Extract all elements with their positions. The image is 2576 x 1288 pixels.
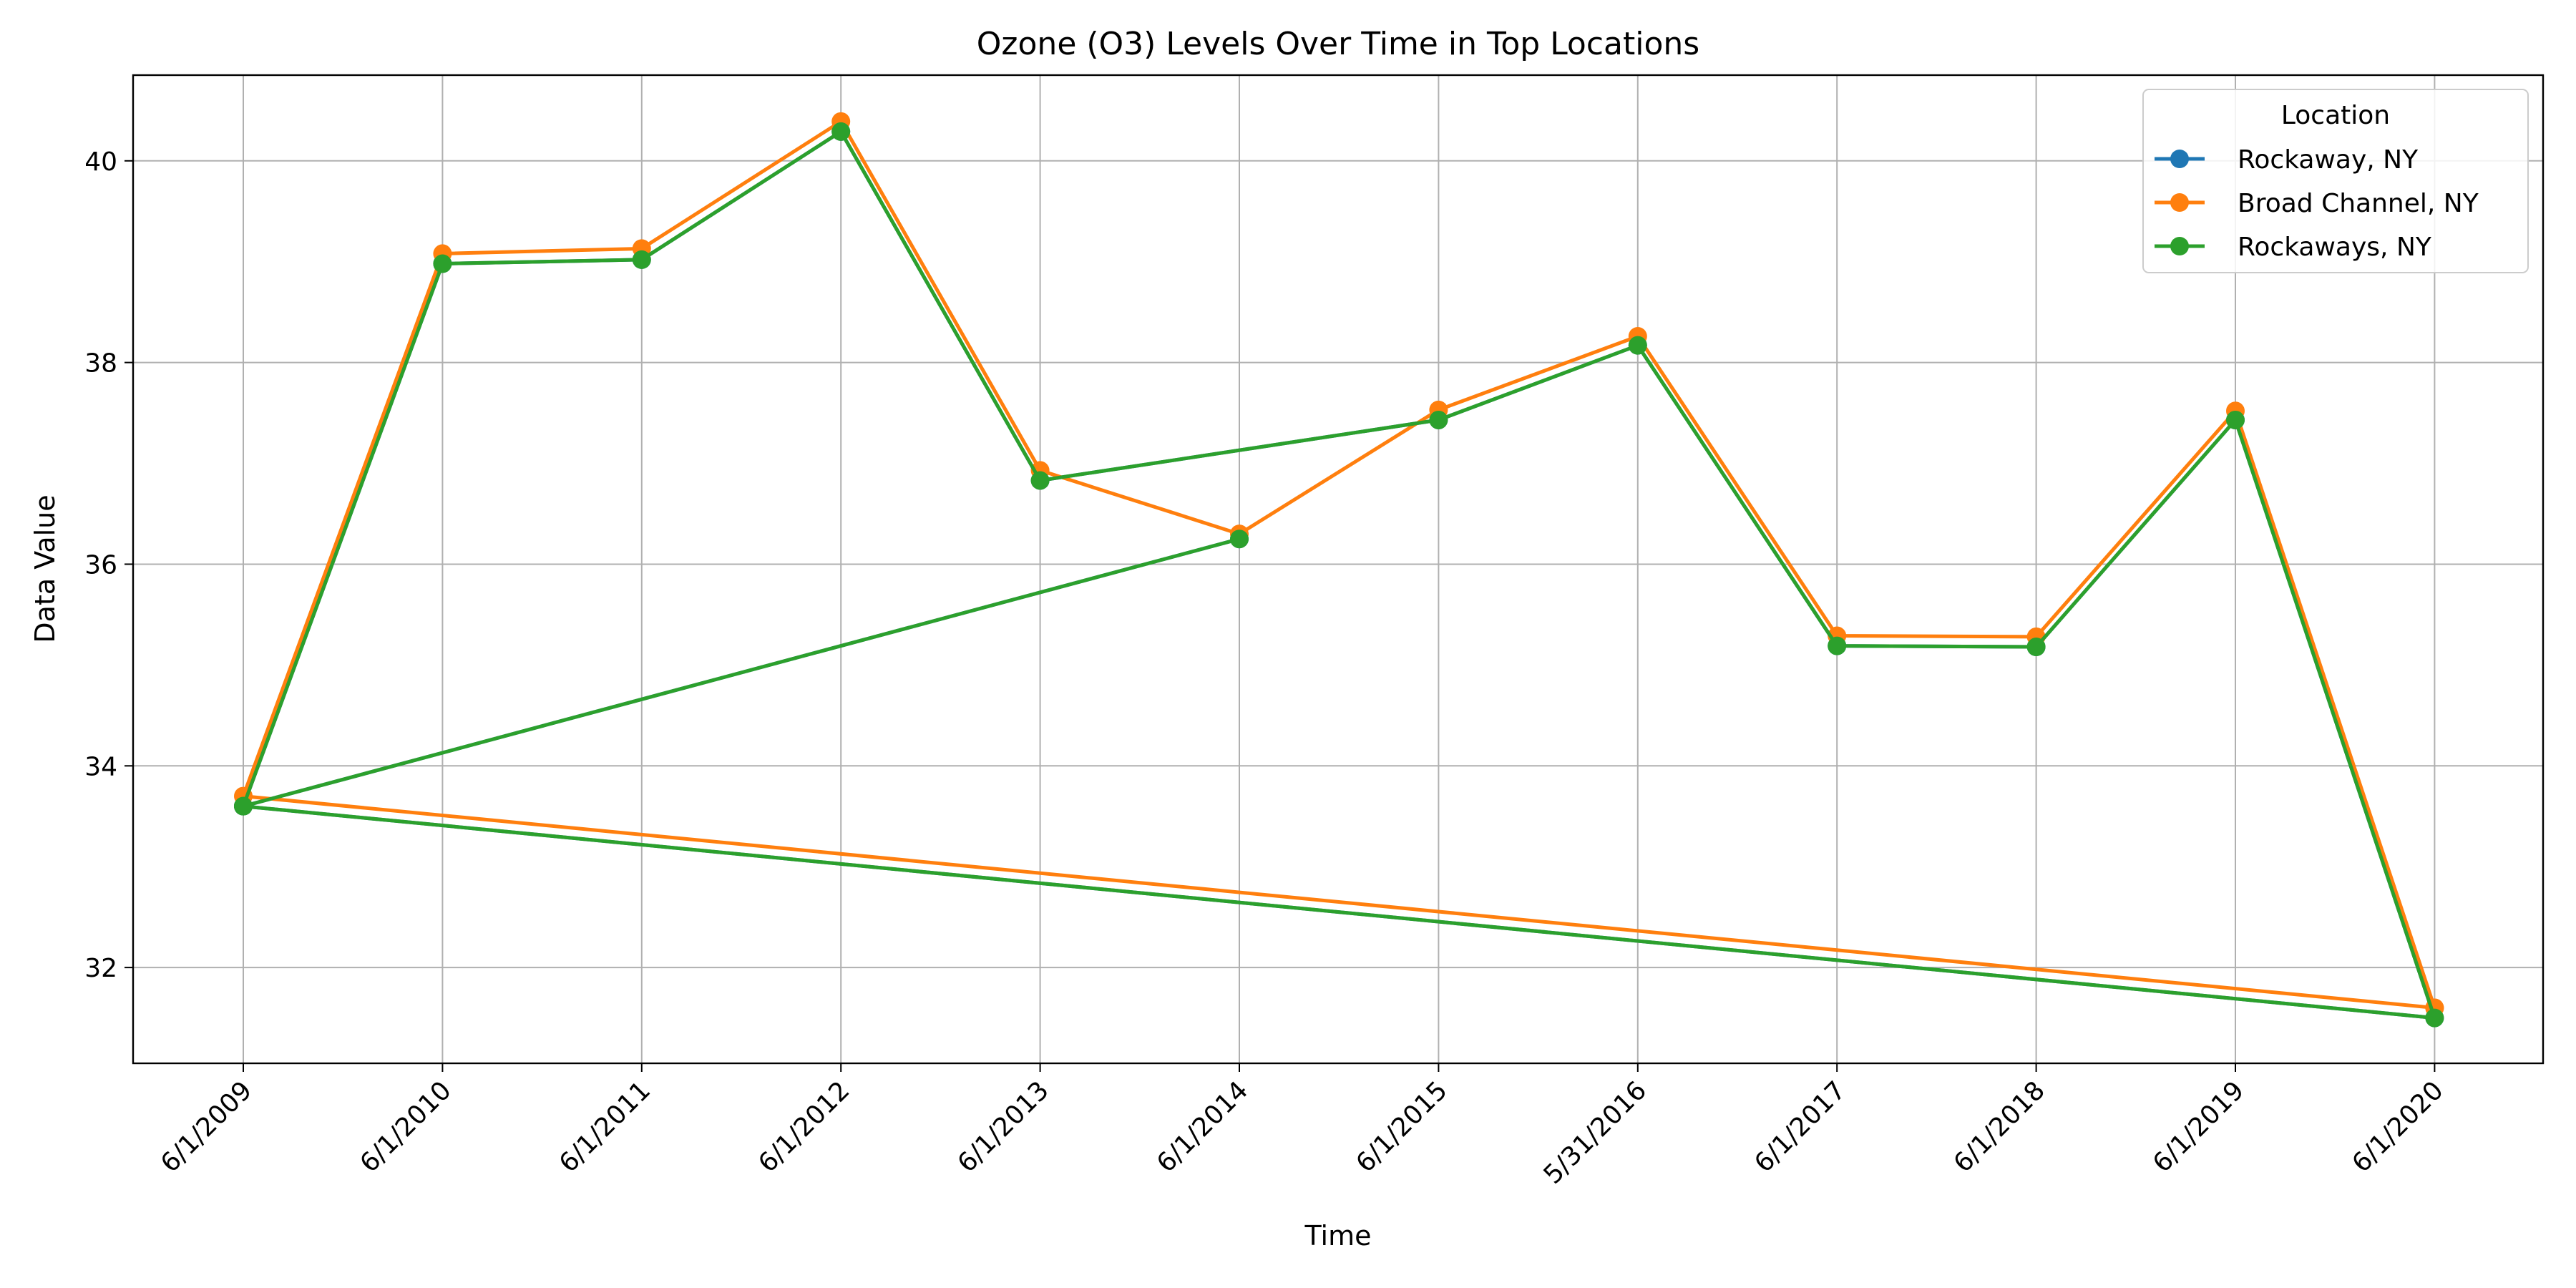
legend-item: Broad Channel, NY — [2155, 189, 2479, 218]
data-point — [433, 254, 452, 273]
legend-label: Rockaway, NY — [2238, 145, 2419, 175]
legend-box — [2142, 89, 2529, 273]
legend-item: Rockaways, NY — [2155, 233, 2432, 262]
plot-frame — [132, 74, 2545, 1065]
data-point — [2026, 638, 2046, 657]
legend-title: Location — [2281, 101, 2390, 130]
data-point — [632, 250, 651, 269]
legend-swatch-marker — [2170, 150, 2189, 168]
data-point — [2226, 410, 2245, 429]
legend: Location Rockaway, NY Broad Channel, NY Roc… — [2142, 89, 2529, 273]
legend-label: Rockaways, NY — [2238, 233, 2432, 262]
series-rockaways-ny — [234, 122, 2444, 1028]
data-point — [1030, 471, 1050, 490]
data-point — [234, 796, 253, 816]
data-point — [2425, 1008, 2444, 1028]
y-axis: 32 34 36 38 40 — [84, 147, 133, 983]
y-tick-label: 34 — [84, 752, 117, 781]
y-tick-label: 32 — [84, 954, 117, 983]
chart-title: Ozone (O3) Levels Over Time in Top Locat… — [977, 26, 1699, 62]
y-tick-label: 38 — [84, 349, 117, 379]
legend-label: Broad Channel, NY — [2238, 189, 2479, 218]
legend-swatch-marker — [2170, 237, 2189, 255]
y-axis-label: Data Value — [29, 494, 61, 643]
data-point — [1429, 410, 1448, 429]
series-layer — [234, 112, 2444, 1028]
x-axis-label: Time — [1304, 1220, 1372, 1252]
data-point — [1230, 530, 1249, 549]
legend-swatch-marker — [2170, 193, 2189, 212]
data-point — [831, 122, 851, 141]
legend-item: Rockaway, NY — [2155, 145, 2419, 175]
y-tick-label: 36 — [84, 550, 117, 580]
y-tick-label: 40 — [84, 147, 117, 177]
data-point — [1628, 336, 1647, 355]
data-point — [1828, 636, 1847, 655]
